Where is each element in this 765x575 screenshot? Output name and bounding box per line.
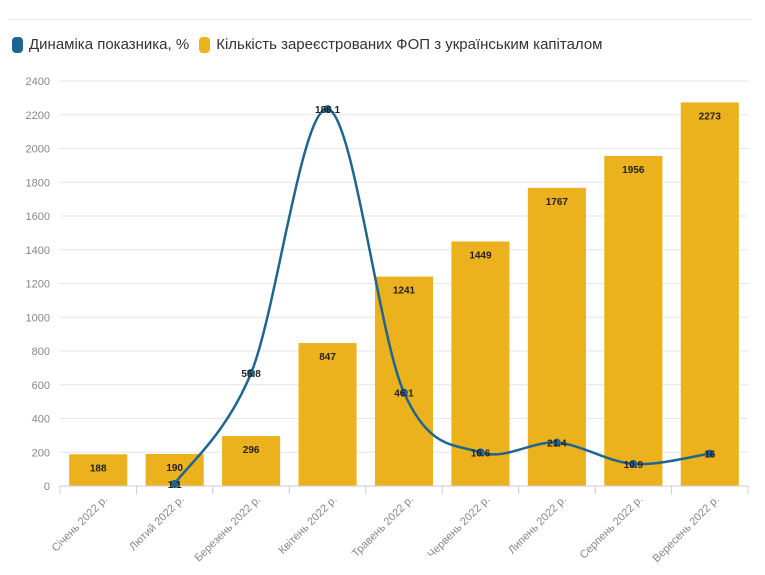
legend-label-line: Динаміка показника, % <box>29 36 190 53</box>
x-tick-label: Лютий 2022 р. <box>127 494 187 554</box>
line-point[interactable] <box>323 105 332 114</box>
y-tick-label: 2400 <box>26 76 50 88</box>
bar[interactable] <box>451 241 510 486</box>
y-tick-label: 0 <box>44 481 50 493</box>
line-point[interactable] <box>552 438 561 447</box>
line-series <box>173 107 710 485</box>
line-data-label: 10.9 <box>624 460 644 471</box>
x-tick-label: Січень 2022 р. <box>50 494 111 555</box>
bar-data-label: 1241 <box>393 286 416 297</box>
line-data-label: 55.8 <box>241 369 261 380</box>
y-tick-label: 1600 <box>26 211 50 223</box>
y-tick-label: 600 <box>32 380 50 392</box>
x-tick-label: Березень 2022 р. <box>193 494 264 565</box>
x-tick-label: Квітень 2022 р. <box>277 494 340 557</box>
bar-data-label: 190 <box>166 463 183 474</box>
y-tick-label: 1400 <box>26 245 50 257</box>
x-tick-label: Липень 2022 р. <box>506 494 569 557</box>
y-tick-label: 1000 <box>26 312 50 324</box>
bar-data-label: 1767 <box>546 197 569 208</box>
bar[interactable] <box>222 436 281 486</box>
y-tick-label: 200 <box>32 447 50 459</box>
bar[interactable] <box>69 454 128 486</box>
line-point[interactable] <box>247 369 256 378</box>
bar-data-label: 2273 <box>699 111 722 122</box>
legend-item-line[interactable]: Динаміка показника, % <box>12 36 189 53</box>
x-tick-label: Травень 2022 р. <box>350 494 416 560</box>
legend-label-bar: Кількість зареєстрованих ФОП з українськ… <box>216 36 603 53</box>
line-point[interactable] <box>170 479 179 488</box>
y-tick-label: 1200 <box>26 279 50 291</box>
legend-item-bar[interactable]: Кількість зареєстрованих ФОП з українськ… <box>199 36 602 53</box>
legend-swatch-bar <box>199 36 211 53</box>
bar[interactable] <box>527 187 586 486</box>
line-data-label: 46.1 <box>394 389 414 400</box>
line-data-label: 21.4 <box>547 439 567 450</box>
bar-data-label: 1956 <box>622 165 645 176</box>
top-divider <box>8 19 752 20</box>
line-data-label: 186.1 <box>315 105 340 116</box>
bar-data-label: 296 <box>243 445 260 456</box>
line-point[interactable] <box>476 448 485 457</box>
bar[interactable] <box>680 102 739 487</box>
bar[interactable] <box>298 343 357 486</box>
bar[interactable] <box>604 155 663 487</box>
bar[interactable] <box>374 276 434 486</box>
y-tick-label: 2200 <box>26 110 50 122</box>
bar-data-label: 847 <box>319 352 336 363</box>
line-data-label: 16.6 <box>471 448 491 459</box>
line-point[interactable] <box>705 449 714 458</box>
line-point[interactable] <box>629 459 638 468</box>
y-tick-label: 800 <box>32 346 50 358</box>
line-data-label: 1.1 <box>168 480 182 491</box>
x-tick-label: Серпень 2022 р. <box>578 494 646 562</box>
y-tick-label: 1800 <box>26 177 50 189</box>
y-tick-label: 2000 <box>26 144 50 156</box>
y-tick-label: 400 <box>32 414 50 426</box>
bar-data-label: 1449 <box>469 250 492 261</box>
legend: Динаміка показника, % Кількість зареєстр… <box>12 36 602 53</box>
line-point[interactable] <box>400 388 408 397</box>
line-data-label: 16 <box>704 450 716 461</box>
x-tick-label: Червень 2022 р. <box>425 494 492 561</box>
legend-swatch-line <box>12 36 23 53</box>
bar-data-label: 188 <box>90 463 107 474</box>
x-tick-label: Вересень 2022 р. <box>651 494 722 565</box>
